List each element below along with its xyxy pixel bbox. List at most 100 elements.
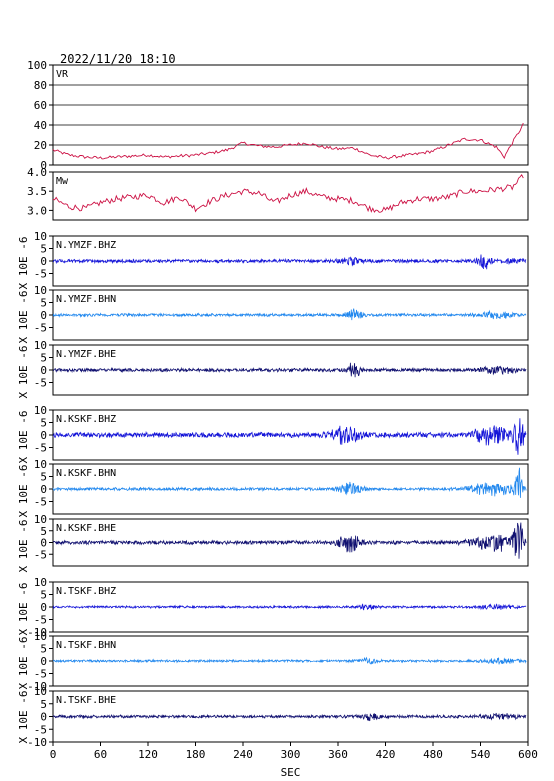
y-tick-label: 10	[34, 458, 47, 471]
y-tick-label: 10	[34, 576, 47, 589]
y-tick-label: 5	[40, 471, 47, 484]
y-tick-label: 0	[40, 537, 47, 550]
y-tick-label: 10	[34, 404, 47, 417]
x-axis: 0 60 120 180 240 300 360 420 480 540 600 SEC	[50, 742, 538, 779]
panel-label: N.YMZF.BHZ	[56, 240, 116, 251]
x-axis-label: SEC	[281, 766, 301, 779]
x-tick-label: 480	[423, 748, 443, 761]
unit-label: X 10E -6	[17, 583, 30, 636]
y-tick-label: 0	[40, 309, 47, 322]
y-tick-label: -10	[27, 736, 47, 749]
panel-label: N.KSKF.BHN	[56, 468, 116, 479]
waveform-trace	[52, 522, 527, 559]
x-tick-label: 420	[376, 748, 396, 761]
y-tick-label: 40	[34, 119, 47, 132]
y-tick-label: -5	[34, 496, 47, 509]
x-tick-label: 240	[233, 748, 253, 761]
panel-2: 3.0 3.5 4.0 Mw	[27, 166, 529, 221]
panel-label: Mw	[56, 176, 69, 187]
y-tick-label: 5	[40, 698, 47, 711]
panel-frame	[52, 171, 529, 221]
y-tick-label: 100	[27, 59, 47, 72]
waveform-trace	[52, 467, 527, 498]
y-tick-label: -5	[34, 548, 47, 561]
y-tick-label: 5	[40, 297, 47, 310]
y-tick-label: 10	[34, 513, 47, 526]
y-tick-label: 5	[40, 589, 47, 602]
panel-label: N.YMZF.BHE	[56, 349, 116, 360]
x-tick-label: 600	[518, 748, 538, 761]
waveform-trace	[52, 308, 527, 321]
x-tick-label: 120	[138, 748, 158, 761]
unit-label: X 10E -6	[17, 411, 30, 464]
y-tick-label: -5	[34, 268, 47, 281]
waveform-trace	[52, 603, 527, 611]
y-tick-label: 0	[40, 159, 47, 172]
panel-label: N.KSKF.BHZ	[56, 414, 116, 425]
y-tick-label: 60	[34, 99, 47, 112]
y-tick-label: -5	[34, 723, 47, 736]
y-tick-label: 5	[40, 525, 47, 538]
x-tick-label: 180	[186, 748, 206, 761]
y-tick-label: -5	[34, 377, 47, 390]
unit-label: X 10E -6	[17, 346, 30, 399]
unit-label: X 10E -6	[17, 520, 30, 573]
waveform-trace	[52, 254, 527, 270]
x-tick-label: 540	[471, 748, 491, 761]
y-tick-label: -10	[27, 680, 47, 693]
panel-label: N.TSKF.BHZ	[56, 586, 116, 597]
y-tick-label: 5	[40, 352, 47, 365]
y-tick-label: 4.0	[27, 166, 47, 179]
y-tick-label: 0	[40, 655, 47, 668]
y-tick-label: 0	[40, 364, 47, 377]
y-tick-label: -5	[34, 322, 47, 335]
waveform-trace	[52, 712, 527, 722]
y-tick-label: 10	[34, 284, 47, 297]
panels: 020406080100VR3.03.54.0Mw-50510N.YMZF.BH…	[27, 59, 529, 749]
panel-label: N.TSKF.BHE	[56, 695, 116, 706]
waveform-trace	[52, 362, 527, 378]
x-tick-label: 360	[328, 748, 348, 761]
unit-label: X 10E -6	[17, 465, 30, 518]
x-tick-label: 300	[281, 748, 301, 761]
panel-label: N.KSKF.BHE	[56, 523, 116, 534]
x-tick-label: 60	[94, 748, 107, 761]
y-tick-label: 10	[34, 630, 47, 643]
y-tick-label: 5	[40, 417, 47, 430]
y-tick-label: 0	[40, 429, 47, 442]
series-line	[52, 173, 524, 213]
y-tick-label: 80	[34, 79, 47, 92]
y-tick-label: 3.5	[27, 185, 47, 198]
unit-label: X 10E -6	[17, 237, 30, 290]
y-tick-label: 10	[34, 230, 47, 243]
unit-label: X 10E -6	[17, 291, 30, 344]
y-tick-label: -10	[27, 626, 47, 639]
y-tick-label: 10	[34, 339, 47, 352]
panel-label: N.YMZF.BHN	[56, 294, 116, 305]
panel-1: 0 20 40 60 80 100 VR	[27, 59, 529, 172]
y-tick-label: -5	[34, 614, 47, 627]
unit-label: X 10E -6	[17, 637, 30, 690]
y-tick-label: 10	[34, 685, 47, 698]
side-unit-labels: X 10E -6X 10E -6X 10E -6X 10E -6X 10E -6…	[17, 237, 30, 744]
y-tick-label: 0	[40, 255, 47, 268]
x-tick-label: 0	[50, 748, 57, 761]
y-tick-label: 20	[34, 139, 47, 152]
unit-label: X 10E -6	[17, 691, 30, 744]
y-tick-label: 3.0	[27, 204, 47, 217]
series-line	[52, 122, 524, 160]
panel-label: VR	[56, 69, 69, 80]
y-tick-label: 5	[40, 643, 47, 656]
waveform-trace	[52, 656, 527, 665]
waveform-trace	[52, 418, 527, 455]
y-tick-label: 0	[40, 483, 47, 496]
